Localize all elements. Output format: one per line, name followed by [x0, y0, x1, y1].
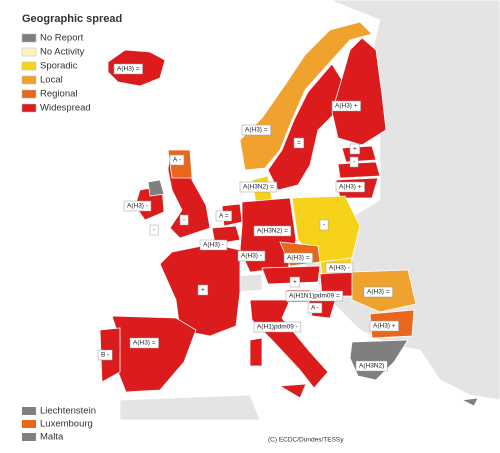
map — [99, 0, 500, 421]
label-box — [169, 154, 185, 166]
map-label: A(H1)pdm09 - — [257, 324, 298, 331]
label-box — [355, 360, 388, 372]
map-label: A(H3) = — [133, 340, 156, 347]
finland — [331, 37, 387, 146]
label-box — [293, 137, 305, 149]
map-label: A(H3) + — [339, 184, 362, 191]
latvia — [337, 161, 381, 179]
map-label: + — [353, 146, 357, 153]
map-label: + — [201, 287, 205, 294]
map-label: A - — [173, 157, 181, 164]
legend-swatch — [21, 75, 37, 85]
map-label: A(H3) = — [245, 127, 268, 134]
map-label: A(H3N2) = — [257, 228, 288, 235]
legend-swatch — [21, 33, 37, 43]
map-labels: A(H3) = A(H3) + A(H3) = = + - A(H3) + A(H3N2) =… — [97, 63, 399, 372]
n-ireland — [147, 179, 165, 197]
legend-swatch — [21, 103, 37, 113]
map-label: B - — [101, 352, 109, 359]
map-label: A(H3N2) = — [243, 184, 274, 191]
legend-swatch — [21, 47, 37, 57]
cyprus — [460, 397, 479, 407]
label-box — [335, 181, 365, 193]
legend-swatch — [22, 433, 36, 441]
map-label: = — [297, 140, 301, 147]
label-box — [199, 239, 228, 251]
label-box — [325, 262, 354, 274]
map-label: + — [293, 279, 297, 286]
label-box — [129, 337, 159, 349]
map-label: A(H3) = — [117, 66, 140, 73]
label-box — [369, 320, 399, 332]
sicily — [278, 383, 307, 399]
label-box — [253, 225, 292, 237]
label-box — [197, 284, 209, 296]
label-box — [253, 321, 302, 333]
map-label: - — [323, 222, 325, 229]
greece — [349, 339, 409, 381]
map-label: A(H3) - — [329, 265, 350, 272]
label-box — [349, 143, 361, 155]
map-label: A(H3) + — [335, 103, 358, 110]
legend-swatch — [22, 420, 36, 428]
map-label: A(H1N1)pdm09 = — [289, 293, 340, 300]
belgium — [211, 225, 241, 245]
legend-label: Local — [40, 75, 63, 86]
spain — [111, 315, 197, 393]
label-box — [283, 252, 313, 264]
label-box — [289, 276, 301, 288]
sardinia — [249, 337, 263, 367]
label-box — [319, 219, 329, 231]
label-box — [307, 302, 323, 314]
label-box — [363, 286, 393, 298]
legend-label: No Report — [40, 33, 84, 44]
label-box — [241, 124, 271, 136]
map-label: A(H3) - — [203, 242, 224, 249]
legend-label: Luxembourg — [40, 419, 93, 430]
copyright: (C) ECDC/Dundes/TESSy — [268, 437, 344, 444]
legend-label: No Activity — [40, 47, 85, 58]
legend-label: Liechtenstein — [40, 406, 96, 417]
small-states-legend: Liechtenstein Luxembourg Malta — [22, 406, 96, 443]
map-label: A(H3) - — [241, 253, 262, 260]
map-label: A = — [219, 213, 229, 220]
map-label: - — [183, 217, 185, 224]
label-box — [179, 214, 189, 226]
label-box — [113, 63, 143, 75]
map-label: A(H3) = — [367, 289, 390, 296]
legend-swatch — [21, 89, 37, 99]
label-box — [237, 250, 266, 262]
austria — [261, 265, 321, 285]
label-box — [331, 100, 361, 112]
label-box — [215, 210, 232, 222]
map-label: A(H3) - — [127, 203, 148, 210]
label-box — [123, 200, 152, 212]
legend: No Report No Activity Sporadic Local Regiona… — [21, 33, 91, 114]
legend-label: Malta — [40, 432, 64, 443]
map-title: Geographic spread — [22, 13, 122, 25]
label-box — [149, 224, 159, 236]
map-label: A - — [311, 305, 319, 312]
legend-label: Regional — [40, 89, 78, 100]
map-label: A(H3N2) — [359, 363, 384, 370]
legend-swatch — [21, 61, 37, 71]
label-box — [349, 156, 359, 168]
legend-swatch — [22, 407, 36, 415]
legend-label: Widespread — [40, 103, 91, 114]
legend-label: Sporadic — [40, 61, 78, 72]
map-label: - — [153, 227, 155, 234]
map-label: A(H3) + — [373, 323, 396, 330]
label-box — [239, 181, 278, 193]
map-label: A(H3) = — [287, 255, 310, 262]
map-label: - — [353, 159, 355, 166]
label-box — [97, 349, 113, 361]
label-box — [285, 290, 344, 302]
norway — [239, 21, 373, 171]
